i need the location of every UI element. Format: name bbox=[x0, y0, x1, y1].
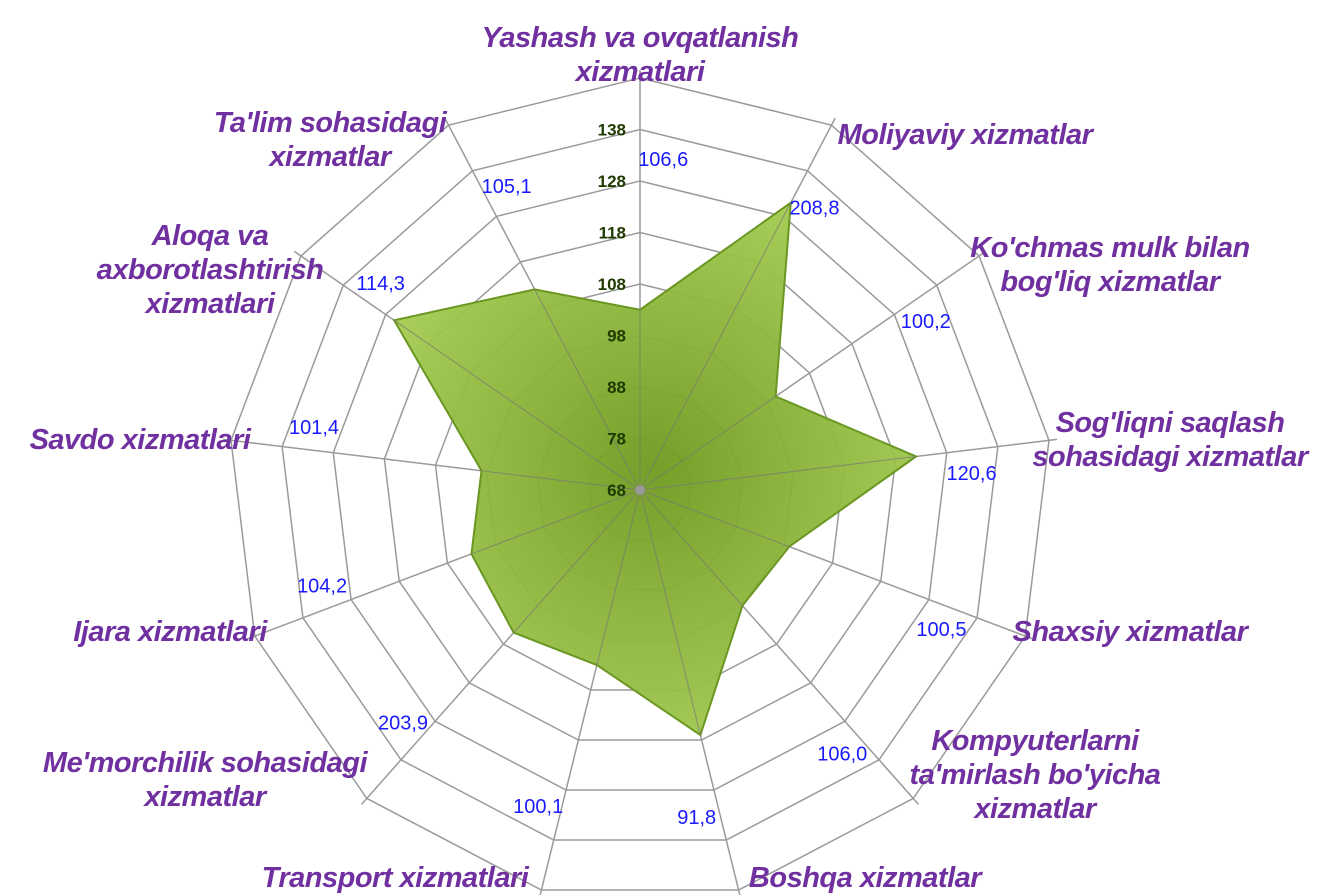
category-label: Me'morchilik sohasidagi xizmatlar bbox=[42, 747, 368, 813]
annotation: 91,8 bbox=[677, 807, 716, 829]
category-label: Shaxsiy xizmatlar bbox=[1012, 616, 1248, 648]
annotation: 106,0 bbox=[817, 743, 867, 765]
annotation: 106,6 bbox=[638, 149, 688, 171]
grid-ring bbox=[281, 128, 999, 841]
tick-label: 68 bbox=[607, 481, 626, 500]
spoke-over bbox=[639, 202, 792, 491]
spoke-over bbox=[513, 489, 641, 633]
annotation: 208,8 bbox=[789, 198, 839, 220]
spoke-over bbox=[596, 489, 641, 666]
tick-label: 108 bbox=[598, 275, 626, 294]
spoke-over bbox=[639, 489, 701, 736]
category-label: Ta'lim sohasidagi xizmatlar bbox=[213, 107, 447, 173]
category-label: Yashash va ovqatlanish xizmatlari bbox=[481, 22, 799, 88]
tick-label: 78 bbox=[607, 430, 626, 449]
annotation: 104,2 bbox=[297, 576, 347, 598]
tick-label: 88 bbox=[607, 378, 626, 397]
annotation: 114,3 bbox=[356, 273, 405, 295]
category-label: Moliyaviy xizmatlar bbox=[837, 119, 1093, 151]
annotation: 101,4 bbox=[289, 417, 339, 439]
category-label: Ijara xizmatlari bbox=[73, 616, 267, 648]
category-label: Kompyuterlarni ta'mirlash bo'yicha xizma… bbox=[909, 725, 1161, 825]
annotation: 100,2 bbox=[901, 311, 951, 333]
annotation: 105,1 bbox=[482, 176, 532, 198]
center bbox=[635, 485, 645, 495]
spoke-over bbox=[481, 470, 641, 491]
tick-label: 138 bbox=[598, 121, 626, 140]
radar-area bbox=[392, 200, 919, 737]
annotation: 100,1 bbox=[513, 796, 563, 818]
spoke-over bbox=[471, 489, 641, 555]
tick-label: 118 bbox=[599, 224, 626, 243]
spoke-over bbox=[639, 455, 917, 491]
spoke-over bbox=[639, 489, 790, 548]
annotation: 100,5 bbox=[916, 619, 966, 641]
category-label: Boshqa xizmatlar bbox=[748, 862, 982, 894]
category-label: Aloqa va axborotlashtirish xizmatlari bbox=[96, 220, 324, 320]
grid-ring bbox=[332, 180, 948, 791]
category-label: Sog'liqni saqlash sohasidagi xizmatlar bbox=[1032, 407, 1308, 473]
annotation: 203,9 bbox=[378, 712, 428, 734]
annotation: 120,6 bbox=[947, 463, 997, 485]
spoke-over bbox=[639, 489, 743, 606]
spoke-over bbox=[639, 395, 776, 491]
category-label: Savdo xizmatlari bbox=[29, 424, 251, 456]
tick-label: 128 bbox=[598, 172, 626, 191]
category-label: Ko'chmas mulk bilan bog'liq xizmatlar bbox=[970, 232, 1250, 298]
spoke-over bbox=[393, 319, 641, 491]
outer-ring bbox=[230, 77, 1050, 891]
spoke-over bbox=[534, 289, 641, 491]
category-label: Transport xizmatlari bbox=[261, 862, 529, 894]
tick-label: 98 bbox=[607, 327, 626, 346]
